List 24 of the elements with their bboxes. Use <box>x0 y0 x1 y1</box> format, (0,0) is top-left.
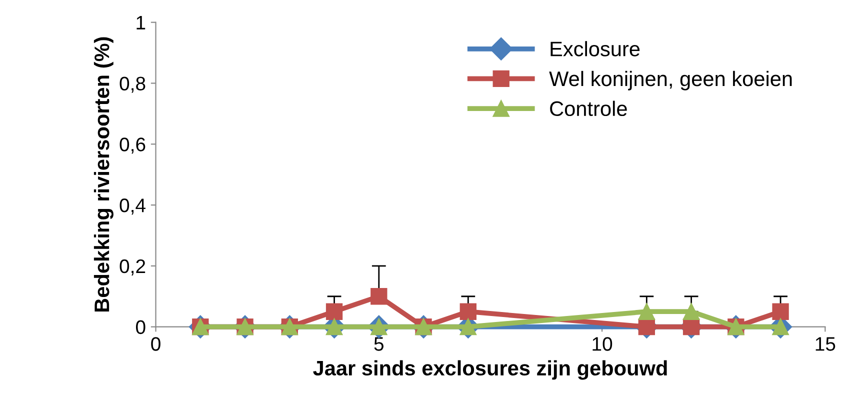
point <box>460 303 476 320</box>
point <box>638 303 655 320</box>
y-tick-label: 1 <box>136 16 146 30</box>
point <box>772 303 789 320</box>
x-axis-title: Jaar sinds exclosures zijn gebouwd <box>313 360 667 380</box>
point <box>326 303 343 320</box>
y-tick-label: 0,6 <box>120 138 146 154</box>
x-tick-label: 5 <box>374 337 384 351</box>
point <box>682 318 700 336</box>
point <box>460 318 476 336</box>
legend-label: Controle <box>550 100 627 116</box>
y-tick-label: 0,4 <box>120 198 146 215</box>
x-tick-label: 0 <box>151 337 160 351</box>
point <box>682 303 700 320</box>
legend-label: Wel konijnen, geen koeien <box>549 70 792 90</box>
y-tick-label: 0,2 <box>120 259 146 276</box>
x-tick-label: 15 <box>816 337 836 351</box>
y-tick-label: 0,8 <box>120 76 146 93</box>
y-tick-label: 0 <box>136 320 146 334</box>
x-tick-label: 10 <box>592 337 612 351</box>
legend-label: Exclosure <box>550 41 640 56</box>
point <box>370 288 388 305</box>
point <box>638 318 655 336</box>
y-axis-title: Bedekking riviersoorten (%) <box>94 37 114 312</box>
